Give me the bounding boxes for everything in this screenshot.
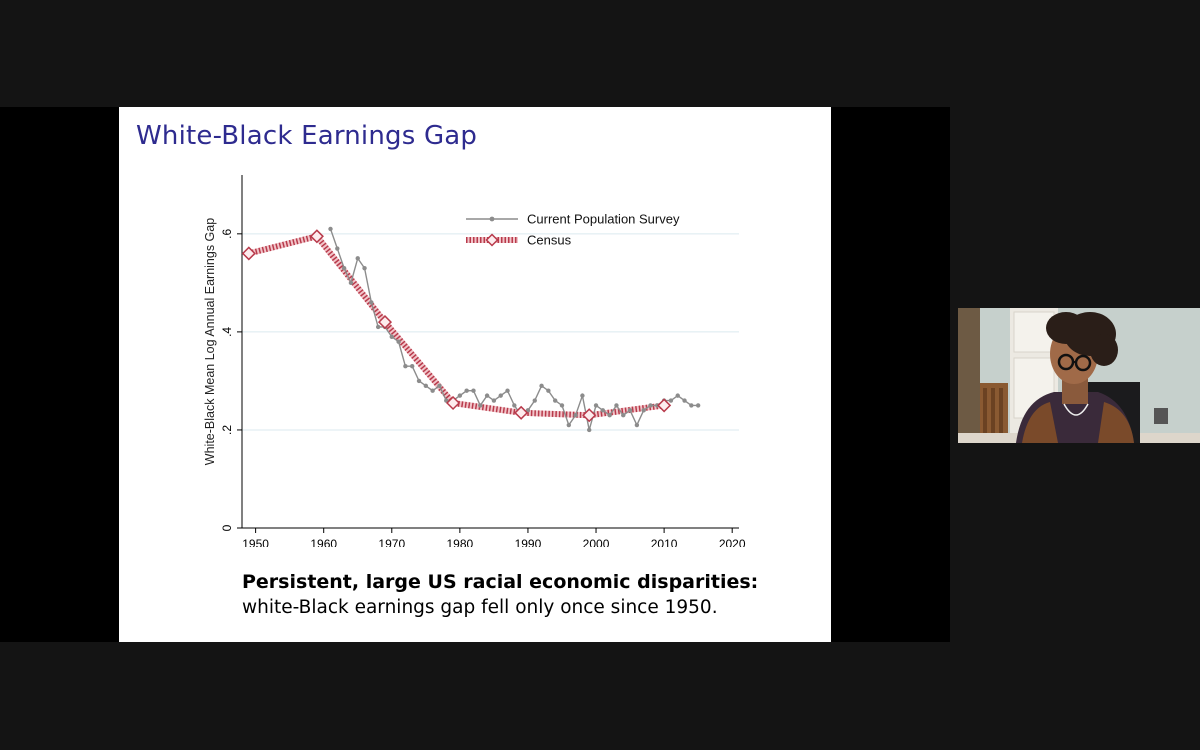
cps-point	[587, 427, 592, 433]
cps-point	[675, 393, 680, 398]
cps-point	[648, 403, 653, 408]
cps-point	[355, 256, 360, 261]
census-point	[377, 315, 393, 330]
cps-point	[410, 364, 415, 369]
legend-cps-marker	[489, 216, 495, 222]
cps-line	[329, 228, 699, 431]
cps-point	[389, 334, 394, 339]
x-tick-label: 2020	[719, 537, 746, 547]
participant-video-image	[958, 308, 1200, 443]
cps-point	[641, 408, 646, 413]
cps-point	[532, 398, 537, 403]
cps-point	[559, 403, 565, 408]
cps-point	[430, 388, 435, 393]
cps-point	[546, 388, 551, 393]
slide-caption: Persistent, large US racial economic dis…	[242, 571, 758, 618]
cps-point	[539, 383, 544, 389]
cps-point	[341, 265, 347, 271]
cps-point	[457, 393, 463, 398]
y-tick-label: .2	[220, 425, 234, 435]
cps-point	[505, 388, 510, 393]
cps-point	[689, 403, 694, 408]
cps-point	[634, 422, 640, 428]
legend-cps-label: Current Population Survey	[527, 212, 680, 227]
cps-point	[348, 280, 354, 286]
cps-point	[369, 300, 374, 305]
census-point	[582, 408, 597, 423]
census-line	[248, 233, 665, 419]
cps-point	[573, 413, 578, 418]
cps-point	[423, 383, 429, 389]
cps-point	[627, 408, 633, 413]
cps-point	[478, 403, 483, 408]
x-tick-label: 2000	[583, 537, 610, 547]
cps-point	[416, 378, 422, 384]
caption-text: white-Black earnings gap fell only once …	[242, 597, 718, 618]
cps-point	[621, 413, 626, 418]
x-tick-label: 2010	[651, 537, 678, 547]
census-point	[657, 398, 672, 413]
cps-point	[614, 403, 619, 408]
cps-point	[552, 398, 558, 403]
cps-point	[695, 403, 701, 408]
presentation-slide: White-Black Earnings Gap 0 .2 .4 .6 1950 1960…	[119, 107, 831, 642]
cps-point	[464, 388, 469, 393]
cps-point	[484, 393, 490, 398]
cps-point	[403, 364, 408, 369]
legend-census-marker	[485, 233, 499, 247]
cps-point	[491, 398, 497, 403]
cps-point	[682, 398, 687, 403]
cps-point	[512, 403, 517, 408]
cps-point	[498, 393, 503, 398]
cps-point	[600, 408, 606, 413]
cps-point	[607, 413, 612, 418]
x-tick-label: 1970	[378, 537, 405, 547]
cps-point	[396, 339, 401, 344]
y-tick-label: 0	[220, 524, 234, 531]
cps-point	[335, 246, 340, 251]
x-tick-label: 1960	[310, 537, 337, 547]
census-point	[241, 246, 256, 261]
y-axis-title: White-Black Mean Log Annual Earnings Gap	[203, 218, 217, 465]
cps-point	[375, 324, 381, 330]
slide-title: White-Black Earnings Gap	[136, 121, 478, 151]
caption-headline: Persistent, large US racial economic dis…	[242, 571, 759, 593]
cps-point	[437, 383, 442, 389]
x-tick-label: 1990	[515, 537, 542, 547]
cps-point	[580, 393, 585, 398]
census-line-shadow	[248, 233, 665, 419]
x-tick-label: 1950	[242, 537, 269, 547]
cps-point	[362, 265, 367, 271]
cps-point	[471, 388, 476, 393]
legend-census-label: Census	[527, 233, 572, 248]
census-point	[309, 229, 324, 244]
x-tick-label: 1980	[447, 537, 474, 547]
cps-point	[328, 226, 333, 232]
y-tick-label: .4	[220, 327, 234, 337]
census-point	[445, 395, 461, 411]
census-point	[514, 405, 529, 420]
cps-point	[566, 422, 571, 428]
y-tick-label: .6	[220, 229, 234, 239]
cps-point	[593, 403, 599, 408]
participant-video-tile[interactable]	[958, 308, 1200, 443]
cps-point	[668, 398, 674, 403]
earnings-gap-chart: 0 .2 .4 .6 1950 1960 1970 1980 1990 2000 2010 2020 W…	[203, 175, 746, 547]
